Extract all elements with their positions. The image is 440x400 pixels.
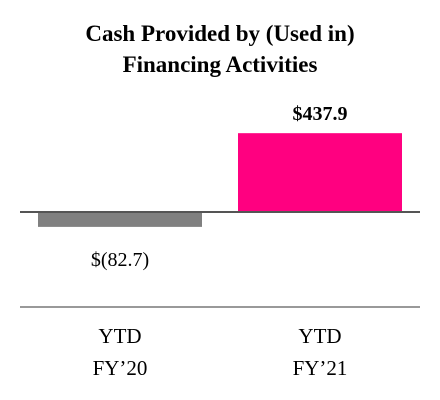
x-tick-label: YTD FY’20 (92, 324, 148, 380)
x-tick-label: YTD FY’21 (292, 324, 348, 380)
value-label: $437.9 (292, 103, 348, 126)
chart-title: Cash Provided by (Used in) Financing Act… (85, 21, 355, 77)
bar (38, 212, 202, 227)
bar (238, 133, 402, 212)
value-label: $(82.7) (90, 248, 150, 271)
